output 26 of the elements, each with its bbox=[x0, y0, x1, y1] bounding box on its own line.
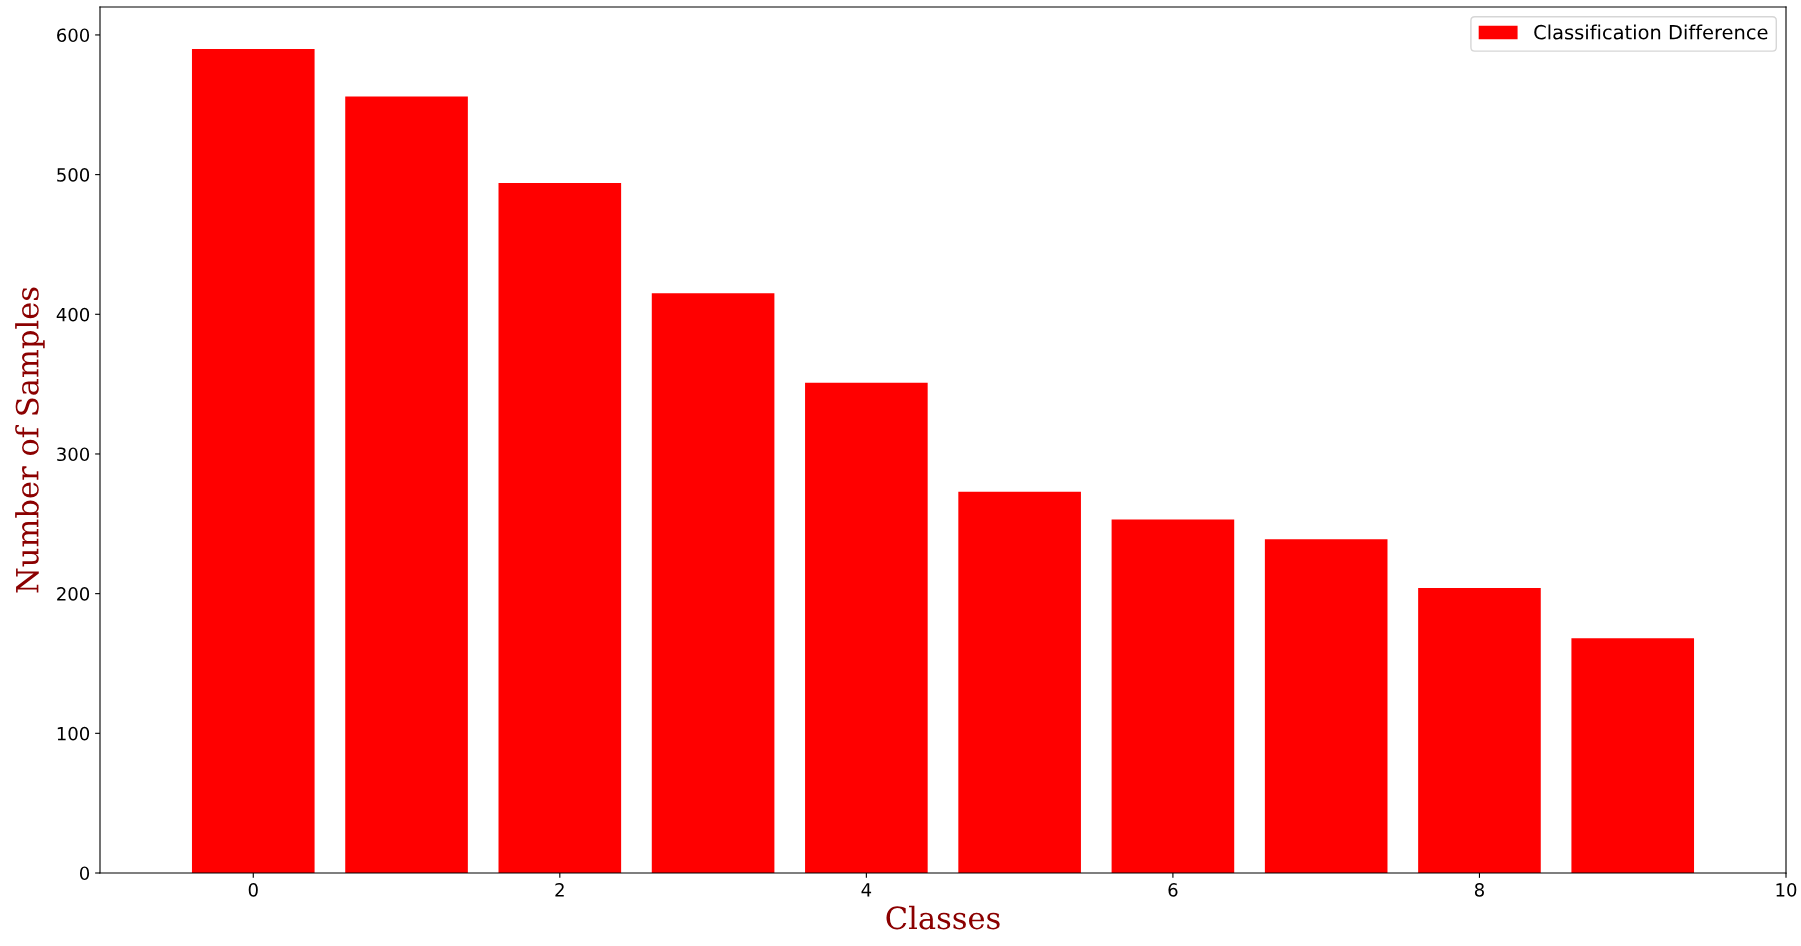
y-tick-label: 200 bbox=[57, 587, 90, 601]
x-tick-label: 0 bbox=[248, 883, 258, 897]
x-tick-label: 2 bbox=[555, 883, 564, 897]
x-tick-label: 4 bbox=[861, 883, 872, 897]
bar bbox=[1571, 638, 1695, 873]
y-tick-label: 300 bbox=[57, 447, 90, 462]
y-tick-label: 500 bbox=[57, 168, 90, 182]
bar bbox=[958, 491, 1081, 873]
x-tick-label: 6 bbox=[1168, 883, 1178, 897]
bar bbox=[345, 96, 468, 873]
y-tick-label: 400 bbox=[56, 307, 90, 322]
y-tick-label: 600 bbox=[57, 28, 90, 43]
bar bbox=[1111, 519, 1235, 873]
bar bbox=[651, 293, 775, 873]
x-tick-label: 8 bbox=[1474, 883, 1484, 897]
x-axis-title: Classes bbox=[886, 905, 1000, 930]
bar bbox=[805, 382, 928, 873]
bar bbox=[498, 182, 622, 873]
y-tick-label: 100 bbox=[57, 726, 90, 741]
bar bbox=[191, 48, 315, 873]
y-tick-label: 0 bbox=[79, 866, 90, 881]
y-axis-title: Number of Samples bbox=[15, 287, 45, 593]
legend-label: Classification Difference bbox=[1534, 24, 1768, 40]
bar bbox=[1418, 588, 1541, 873]
x-tick-label: 10 bbox=[1776, 883, 1797, 897]
bar bbox=[1264, 539, 1388, 873]
